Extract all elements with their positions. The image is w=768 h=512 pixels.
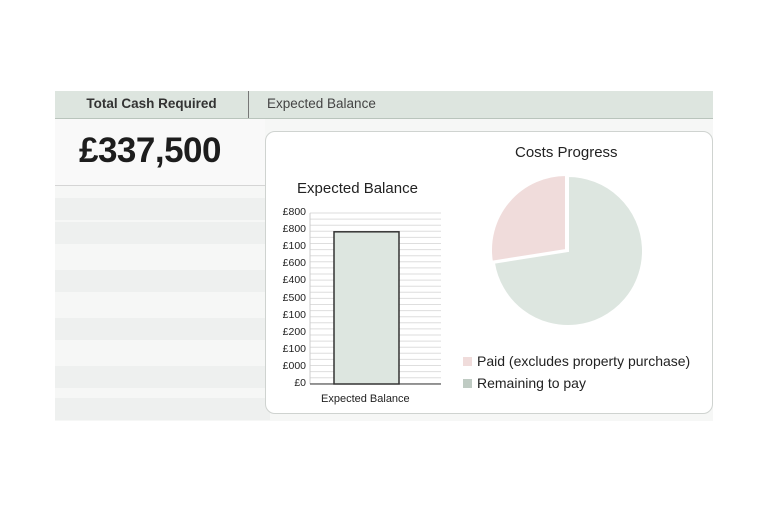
row-stripe [55, 198, 270, 220]
y-tick-label: £100 [282, 240, 306, 253]
y-tick-label: £500 [282, 291, 306, 304]
legend-label: Remaining to pay [477, 375, 586, 391]
y-tick-label: £600 [282, 257, 306, 270]
bar-expected-balance[interactable] [333, 231, 400, 385]
legend-remaining[interactable]: Remaining to pay [463, 375, 586, 391]
legend-swatch-remaining [463, 379, 472, 388]
header-total-cash[interactable]: Total Cash Required [55, 91, 249, 118]
pie-chart-title: Costs Progress [515, 144, 618, 161]
bar-category-label: Expected Balance [321, 393, 410, 405]
row-stripe [55, 318, 270, 340]
y-tick-label: £800 [282, 223, 306, 236]
total-cash-cell[interactable]: £337,500 [55, 119, 265, 186]
y-tick-label: £000 [282, 359, 306, 372]
y-tick-label: £100 [282, 342, 306, 355]
y-tick-label: £400 [282, 274, 306, 287]
legend-label: Paid (excludes property purchase) [477, 353, 691, 369]
row-stripe [55, 366, 270, 388]
y-tick-label: £100 [282, 308, 306, 321]
legend-paid[interactable]: Paid (excludes property purchase) [463, 353, 690, 369]
y-tick-label: £0 [294, 377, 306, 389]
y-tick-label: £800 [282, 206, 306, 218]
row-stripe [55, 398, 270, 420]
bar-chart-title: Expected Balance [297, 180, 418, 197]
row-stripe [55, 222, 270, 244]
y-tick-label: £200 [282, 325, 306, 338]
header-expected-balance[interactable]: Expected Balance [267, 96, 376, 111]
header-row: Total Cash Required Expected Balance [55, 91, 713, 119]
total-cash-value: £337,500 [79, 131, 221, 170]
pie-slice-paid[interactable] [490, 173, 567, 263]
row-stripe [55, 270, 270, 292]
pie-slice-remaining[interactable] [492, 174, 644, 327]
legend-swatch-paid [463, 357, 472, 366]
